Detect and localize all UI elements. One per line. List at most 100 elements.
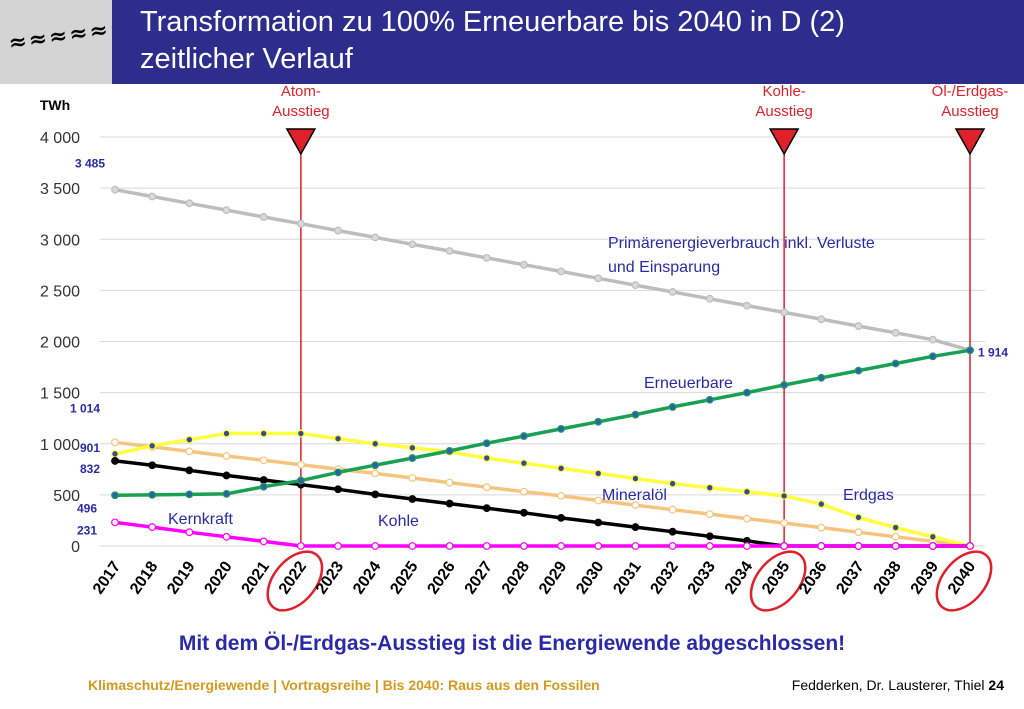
data-point — [705, 294, 714, 303]
logo-area: ≈≈≈≈≈≈ — [0, 0, 132, 84]
data-point — [334, 226, 342, 235]
year-highlight-ring — [749, 550, 807, 612]
data-label: 832 — [80, 462, 100, 476]
data-point — [780, 542, 789, 550]
data-point — [185, 199, 194, 208]
y-tick-label: 2 000 — [40, 335, 80, 352]
series-line — [114, 520, 970, 548]
data-point — [185, 490, 194, 499]
data-point — [668, 542, 677, 550]
x-tick-label: 2028 — [499, 558, 533, 597]
data-point — [520, 487, 528, 496]
data-point — [780, 491, 789, 500]
data-point — [520, 508, 528, 517]
data-point — [891, 328, 900, 337]
data-point — [780, 519, 789, 527]
series-label: Kohle — [378, 513, 419, 530]
series-label: Erneuerbare — [644, 375, 733, 392]
conclusion-text: Mit dem Öl-/Erdgas-Ausstieg ist die Ener… — [178, 632, 846, 655]
data-point — [296, 476, 305, 485]
title-bar — [112, 0, 1024, 84]
data-point — [222, 429, 231, 438]
title-line-2: zeitlicher Verlauf — [140, 43, 353, 75]
data-point — [111, 438, 119, 447]
data-point — [631, 410, 640, 419]
data-point — [111, 449, 119, 458]
data-point — [445, 542, 454, 550]
data-point — [482, 439, 491, 448]
data-point — [185, 447, 194, 456]
data-point — [482, 454, 491, 462]
x-tick-label: 2019 — [164, 558, 198, 597]
series-label: Mineralöl — [602, 487, 667, 504]
y-tick-label: 3 500 — [40, 181, 80, 198]
data-point — [111, 185, 119, 194]
data-point — [705, 542, 714, 550]
footer-authors: Fedderken, Dr. Lausterer, Thiel — [791, 677, 985, 693]
data-point — [445, 478, 454, 487]
data-point — [296, 429, 305, 438]
data-point — [668, 403, 677, 411]
milestone-label: Ausstieg — [272, 103, 330, 120]
data-point — [148, 441, 157, 450]
data-point — [891, 359, 900, 368]
series-label: Primärenergieverbrauch inkl. Verluste — [608, 235, 875, 252]
data-point — [334, 468, 342, 477]
milestone-label: Atom- — [281, 84, 321, 100]
data-point — [482, 542, 491, 550]
data-point — [817, 315, 826, 324]
x-tick-label: 2037 — [833, 558, 867, 597]
milestone-marker — [954, 128, 986, 156]
data-point — [259, 429, 268, 438]
data-point — [482, 253, 491, 262]
data-point — [631, 474, 640, 483]
y-tick-label: 1 000 — [40, 437, 80, 454]
data-point — [408, 542, 417, 550]
data-point — [966, 346, 974, 355]
x-tick-label: 2031 — [610, 558, 644, 597]
title-line-1: Transformation zu 100% Erneuerbare bis 2… — [140, 6, 845, 38]
data-point — [520, 459, 528, 468]
data-point — [520, 542, 528, 550]
data-point — [854, 366, 863, 375]
data-point — [371, 542, 380, 550]
x-tick-label: 2020 — [201, 558, 235, 597]
data-point — [928, 542, 937, 550]
data-point — [668, 505, 677, 514]
data-point — [296, 219, 305, 228]
x-tick-label: 2036 — [796, 558, 830, 597]
data-point — [780, 308, 789, 317]
data-point — [594, 518, 603, 527]
x-tick-label: 2033 — [685, 558, 719, 597]
data-point — [520, 432, 528, 440]
data-point — [185, 528, 194, 537]
series-line — [114, 459, 970, 548]
x-tick-label: 2029 — [536, 558, 570, 597]
data-point — [928, 335, 937, 344]
data-point — [445, 447, 454, 455]
data-point — [594, 542, 603, 550]
data-point — [334, 434, 342, 443]
data-point — [891, 542, 900, 550]
data-point — [631, 281, 640, 290]
data-point — [594, 469, 603, 478]
series-line — [114, 187, 971, 352]
data-point — [594, 496, 603, 505]
data-point — [222, 452, 231, 460]
milestone-label: Öl-/Erdgas- — [932, 84, 1009, 100]
data-point — [148, 192, 157, 201]
milestone-marker — [768, 128, 800, 156]
data-point — [817, 523, 826, 532]
data-point — [705, 395, 714, 404]
data-point — [296, 542, 305, 550]
series-line — [114, 431, 971, 548]
data-label: 1 014 — [70, 401, 100, 415]
data-point — [334, 542, 342, 550]
x-tick-label: 2023 — [313, 558, 347, 597]
data-point — [743, 514, 751, 523]
data-point — [482, 504, 491, 513]
data-point — [668, 288, 677, 296]
data-point — [594, 417, 603, 426]
data-point — [743, 301, 751, 310]
data-point — [408, 443, 417, 452]
